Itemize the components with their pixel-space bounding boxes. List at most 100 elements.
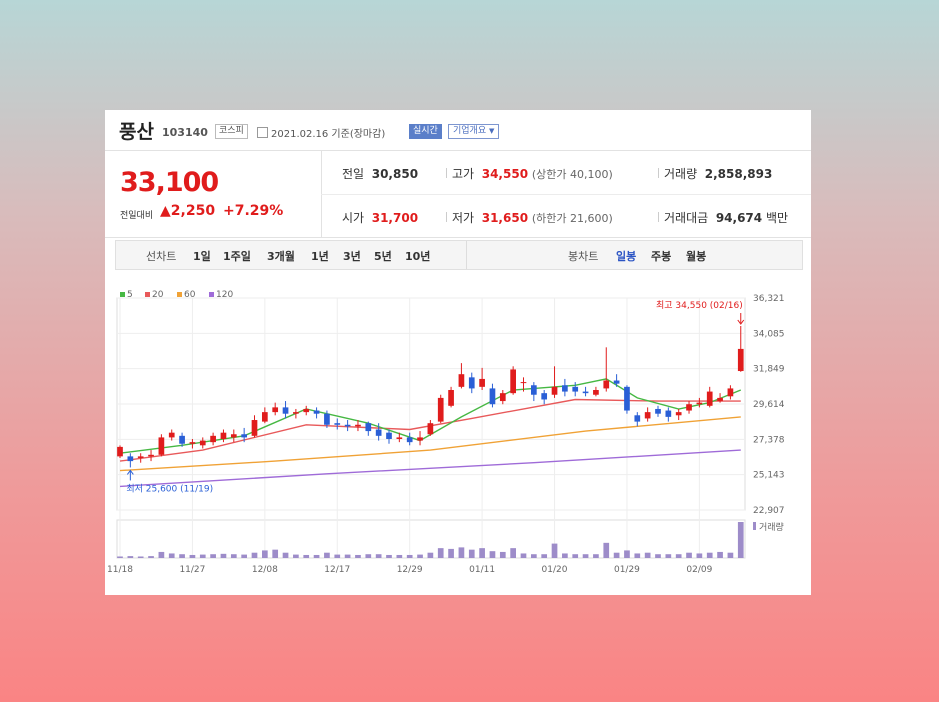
candle-body xyxy=(499,393,506,402)
low-arrowhead xyxy=(126,469,134,475)
period-1w[interactable]: 1주일 xyxy=(223,250,251,263)
volume-bar xyxy=(572,554,579,558)
ma-line-20 xyxy=(119,398,741,462)
current-price: 33,100 xyxy=(120,167,219,198)
candle-body xyxy=(541,393,548,400)
y-tick-label: 25,143 xyxy=(753,471,785,481)
volume-bar xyxy=(417,554,423,558)
open-label: 시가 xyxy=(342,211,365,225)
candle-body xyxy=(437,397,444,422)
candle-body xyxy=(313,410,320,414)
period-weekly[interactable]: 주봉 xyxy=(651,250,672,263)
candle-body xyxy=(468,377,475,389)
volume-bar xyxy=(158,551,165,558)
change-amount: 2,250 xyxy=(170,203,216,219)
volume-bar xyxy=(396,554,403,558)
candle-body xyxy=(603,380,610,389)
volume-bar xyxy=(665,554,672,558)
candle-body xyxy=(272,407,279,413)
period-3y[interactable]: 3년 xyxy=(343,250,361,263)
period-1d[interactable]: 1일 xyxy=(193,250,211,263)
divider xyxy=(658,212,659,222)
divider xyxy=(446,168,447,178)
y-tick-label: 27,378 xyxy=(753,435,785,445)
x-tick-label: 11/18 xyxy=(107,565,133,575)
candle-body xyxy=(737,348,744,372)
candle-body xyxy=(665,410,672,417)
candle-body xyxy=(686,404,692,411)
candle-body xyxy=(127,456,134,462)
candle-body xyxy=(696,402,703,405)
volume-bar xyxy=(344,554,351,558)
volume-bar xyxy=(655,554,661,558)
change-value: ▲2,250 xyxy=(160,203,215,219)
line-chart-label: 선차트 xyxy=(146,250,177,263)
low-label: 저가 xyxy=(452,211,475,225)
quote-date: 2021.02.16 기준(장마감) xyxy=(271,129,386,140)
x-tick-label: 02/09 xyxy=(686,565,712,575)
high-value: 34,550 xyxy=(481,167,529,181)
volume-bar xyxy=(593,554,599,558)
amount-value: 94,674 xyxy=(715,211,763,225)
volume-bar xyxy=(220,553,227,558)
volume-value: 2,858,893 xyxy=(704,167,773,181)
candle-body xyxy=(417,437,423,441)
candle-body xyxy=(137,456,144,458)
realtime-button[interactable]: 실시간 xyxy=(409,124,442,139)
candle-body xyxy=(375,429,382,436)
period-10y[interactable]: 10년 xyxy=(405,250,431,263)
volume-legend-swatch xyxy=(753,522,756,530)
candle-body xyxy=(644,412,651,419)
divider xyxy=(321,194,811,195)
volume-bar xyxy=(499,551,506,558)
candle-body xyxy=(282,407,289,414)
volume-bar xyxy=(603,542,610,558)
legend-swatch-20 xyxy=(145,292,150,297)
volume-bar xyxy=(530,554,537,558)
volume-bar xyxy=(365,554,372,558)
volume-bar xyxy=(706,552,713,558)
volume-bar xyxy=(624,550,630,558)
candle-body xyxy=(717,397,723,402)
prev-close-cell: 전일 30,850 xyxy=(342,165,418,182)
company-info-label: 기업개요 xyxy=(453,126,487,136)
volume-bar xyxy=(293,554,299,558)
chevron-down-icon: ▼ xyxy=(489,127,495,135)
upper-limit: (상한가 40,100) xyxy=(531,168,613,181)
volume-bar xyxy=(582,554,589,558)
volume-bar xyxy=(230,554,237,558)
x-tick-label: 11/27 xyxy=(179,565,205,575)
y-tick-label: 29,614 xyxy=(753,400,785,410)
candles xyxy=(117,325,744,468)
volume-bar xyxy=(168,553,175,558)
candle-body xyxy=(427,423,434,435)
period-selector: 선차트 1일 1주일 3개월 1년 3년 5년 10년 봉차트 일봉 주봉 월봉 xyxy=(115,240,803,270)
volume-bar xyxy=(696,553,703,558)
x-tick-label: 12/29 xyxy=(397,565,423,575)
period-monthly[interactable]: 월봉 xyxy=(686,250,707,263)
candle-body xyxy=(448,389,454,406)
period-5y[interactable]: 5년 xyxy=(374,250,392,263)
volume-bar xyxy=(386,554,392,558)
candle-body xyxy=(530,385,537,395)
period-daily[interactable]: 일봉 xyxy=(616,250,637,263)
high-cell: 고가 34,550 (상한가 40,100) xyxy=(452,165,613,182)
high-label: 고가 xyxy=(452,167,475,181)
market-badge: 코스피 xyxy=(215,124,248,139)
stock-code: 103140 xyxy=(162,126,208,139)
candle-body xyxy=(158,437,165,455)
period-1y[interactable]: 1년 xyxy=(311,250,329,263)
open-cell: 시가 31,700 xyxy=(342,209,418,226)
company-info-dropdown[interactable]: 기업개요 ▼ xyxy=(448,124,500,139)
period-3m[interactable]: 3개월 xyxy=(267,250,295,263)
volume-bar xyxy=(406,554,413,558)
volume-legend-label: 거래량 xyxy=(759,521,784,533)
volume-bar xyxy=(427,552,434,558)
volume-bar xyxy=(210,554,216,558)
lower-limit: (하한가 21,600) xyxy=(531,212,613,225)
stock-info-panel: 풍산 103140 코스피 2021.02.16 기준(장마감) 실시간 기업개… xyxy=(105,110,811,595)
volume-bar xyxy=(334,554,341,558)
x-tick-label: 01/29 xyxy=(614,565,640,575)
volume-bar xyxy=(686,552,692,558)
candle-body xyxy=(251,420,258,436)
